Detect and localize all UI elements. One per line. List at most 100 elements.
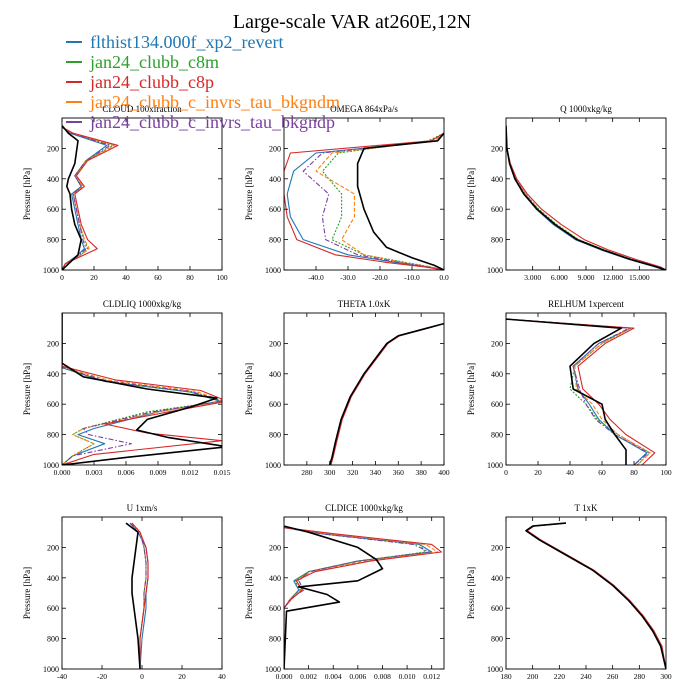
x-tick-label: 0 — [504, 468, 508, 477]
x-tick-label: 20 — [90, 273, 98, 282]
series-line-2 — [506, 125, 666, 270]
y-tick-label: 1000 — [487, 665, 503, 674]
legend-label: jan24_clubb_c_invrs_tau_bkgndm — [89, 92, 340, 112]
x-tick-label: -40 — [57, 672, 67, 681]
x-tick-label: 100 — [660, 468, 672, 477]
legend-label: flthist134.000f_xp2_revert — [90, 32, 283, 52]
x-tick-label: 320 — [347, 468, 359, 477]
panel-title: CLDICE 1000xkg/kg — [325, 503, 403, 513]
plot-frame — [61, 117, 223, 271]
y-tick-label: 400 — [269, 370, 281, 379]
plot-frame — [283, 516, 445, 670]
x-tick-label: 400 — [438, 468, 450, 477]
y-axis-label: Pressure [hPa] — [466, 567, 476, 619]
y-tick-label: 600 — [269, 400, 281, 409]
y-tick-label: 400 — [269, 574, 281, 583]
y-tick-label: 800 — [269, 431, 281, 440]
x-tick-label: 0.010 — [399, 672, 416, 681]
series-line-1 — [286, 132, 444, 270]
y-axis-label: Pressure [hPa] — [466, 168, 476, 220]
y-tick-label: 600 — [47, 400, 59, 409]
plot-frame — [505, 516, 667, 670]
series-line-3 — [62, 126, 119, 270]
x-tick-label: 0.012 — [423, 672, 440, 681]
x-tick-label: 360 — [393, 468, 405, 477]
x-tick-label: 40 — [218, 672, 226, 681]
series-line-0 — [62, 313, 222, 465]
series-line-3 — [284, 132, 444, 270]
y-axis-label: Pressure [hPa] — [244, 567, 254, 619]
plot-frame — [505, 117, 667, 271]
y-tick-label: 400 — [47, 370, 59, 379]
series-line-1 — [284, 527, 433, 669]
plot-frame — [283, 312, 445, 466]
x-tick-label: 40 — [566, 468, 574, 477]
series-line-3 — [506, 318, 656, 465]
x-tick-label: 200 — [527, 672, 539, 681]
x-tick-label: 9.000 — [578, 273, 595, 282]
series-group — [284, 132, 444, 270]
series-line-3 — [62, 313, 222, 465]
series-group — [125, 522, 149, 669]
y-axis-label: Pressure [hPa] — [244, 168, 254, 220]
legend-entry-0: flthist134.000f_xp2_revert — [66, 32, 283, 52]
plot-frame — [283, 117, 445, 271]
series-line-0 — [284, 525, 384, 669]
series-line-2 — [62, 313, 222, 465]
x-tick-label: 240 — [580, 672, 592, 681]
x-tick-label: 300 — [660, 672, 672, 681]
series-line-0 — [328, 322, 444, 465]
x-tick-label: 20 — [178, 672, 186, 681]
y-tick-label: 200 — [491, 339, 503, 348]
series-line-3 — [284, 527, 443, 669]
series-line-0 — [525, 522, 666, 669]
y-tick-label: 600 — [491, 400, 503, 409]
y-axis-label: Pressure [hPa] — [22, 363, 32, 415]
x-tick-label: 60 — [154, 273, 162, 282]
series-line-1 — [506, 125, 665, 270]
y-tick-label: 1000 — [265, 665, 281, 674]
y-tick-label: 800 — [491, 236, 503, 245]
y-tick-label: 200 — [491, 543, 503, 552]
y-tick-label: 800 — [47, 431, 59, 440]
figure-title: Large-scale VAR at260E,12N — [233, 11, 471, 33]
x-tick-label: -20 — [97, 672, 107, 681]
series-line-3 — [330, 323, 444, 465]
y-tick-label: 800 — [269, 635, 281, 644]
series-line-0 — [356, 132, 444, 270]
series-line-4 — [284, 527, 439, 669]
y-tick-label: 400 — [47, 574, 59, 583]
series-line-5 — [302, 132, 444, 270]
y-tick-label: 800 — [47, 236, 59, 245]
x-tick-label: -40.0 — [308, 273, 324, 282]
series-line-5 — [506, 125, 666, 270]
x-tick-label: 20 — [534, 468, 542, 477]
x-tick-label: 0.008 — [374, 672, 391, 681]
y-tick-label: 200 — [47, 144, 59, 153]
panel-title: U 1xm/s — [127, 503, 158, 513]
x-tick-label: 40 — [122, 273, 130, 282]
panel-1: OMEGA 864xPa/s Pressure [hPa] 200 400 600 800… — [244, 104, 449, 282]
panel-title: THETA 1.0xK — [338, 299, 391, 309]
legend-label: jan24_clubb_c8m — [89, 52, 219, 72]
x-tick-label: 6.000 — [551, 273, 568, 282]
series-line-4 — [506, 125, 666, 270]
panel-title: OMEGA 864xPa/s — [330, 104, 398, 114]
x-tick-label: 380 — [416, 468, 428, 477]
x-tick-label: -10.0 — [404, 273, 420, 282]
y-tick-label: 400 — [269, 175, 281, 184]
y-axis-label: Pressure [hPa] — [22, 567, 32, 619]
panel-title: Q 1000xkg/kg — [560, 104, 612, 114]
x-tick-label: -20.0 — [372, 273, 388, 282]
x-tick-label: 0.000 — [276, 672, 293, 681]
legend-entry-3: jan24_clubb_c_invrs_tau_bkgndm — [66, 92, 340, 112]
series-line-1 — [506, 318, 648, 465]
series-group — [62, 313, 222, 465]
panel-3: CLDLIQ 1000xkg/kg Pressure [hPa] 200 400 600… — [22, 299, 231, 477]
series-line-4 — [506, 318, 651, 465]
y-tick-label: 600 — [47, 604, 59, 613]
x-tick-label: -30.0 — [340, 273, 356, 282]
